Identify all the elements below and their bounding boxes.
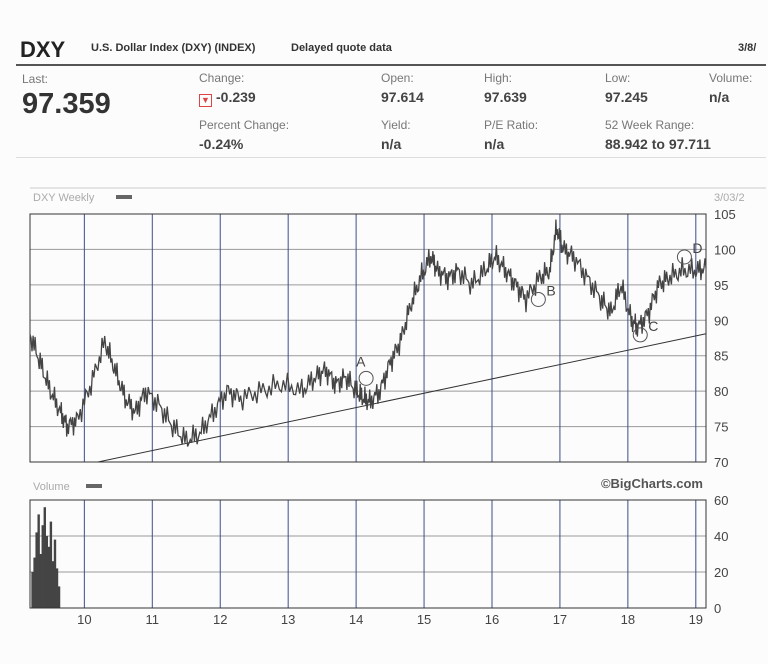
price-gridlines xyxy=(30,213,706,463)
high-value: 97.639 xyxy=(484,89,527,105)
x-tick-label: 18 xyxy=(621,612,635,627)
pe-ratio-value: n/a xyxy=(484,136,505,152)
volume-bar xyxy=(51,561,55,608)
volume-plot-frame xyxy=(29,499,707,609)
change-value-wrap: ▼ -0.239 xyxy=(199,89,256,107)
annotation-label: B xyxy=(546,282,555,298)
low-value: 97.245 xyxy=(605,89,648,105)
x-tick-label: 12 xyxy=(213,612,227,627)
x-tick-label: 13 xyxy=(281,612,295,627)
volume-y-tick-label: 0 xyxy=(714,601,721,616)
price-y-tick-label: 90 xyxy=(714,313,728,328)
x-tick-label: 14 xyxy=(349,612,363,627)
volume-bars xyxy=(31,507,61,608)
volume-y-tick-label: 60 xyxy=(714,493,728,508)
volume-bar xyxy=(33,557,36,608)
chart-title: DXY Weekly xyxy=(33,192,95,204)
down-arrow-icon: ▼ xyxy=(199,94,212,107)
price-y-tick-label: 80 xyxy=(714,384,728,399)
volume-legend-swatch xyxy=(86,484,102,488)
annotation-circle xyxy=(632,327,648,343)
range-value: 88.942 to 97.711 xyxy=(605,136,711,152)
yield-label: Yield: xyxy=(381,118,411,132)
change-value: -0.239 xyxy=(216,89,256,105)
price-y-axis: 70 75 80 85 90 95 100 105 xyxy=(714,207,736,470)
volume-bar xyxy=(47,546,51,608)
volume-label: Volume: xyxy=(709,71,753,85)
yield-value: n/a xyxy=(381,136,402,152)
annotations: A B C D xyxy=(356,240,703,386)
price-y-tick-label: 85 xyxy=(714,349,728,364)
x-tick-label: 17 xyxy=(553,612,567,627)
trendline xyxy=(97,333,707,463)
volume-bar xyxy=(55,568,59,608)
price-y-tick-label: 70 xyxy=(714,455,728,470)
x-tick-label: 19 xyxy=(689,612,703,627)
annotation-label: C xyxy=(648,318,658,334)
x-tick-label: 16 xyxy=(485,612,499,627)
volume-bar xyxy=(53,539,57,608)
low-label: Low: xyxy=(605,71,631,85)
annotation-label: D xyxy=(692,240,702,256)
price-plot-frame xyxy=(29,213,707,463)
annotation-circle xyxy=(676,249,692,265)
high-label: High: xyxy=(484,71,513,85)
change-label: Change: xyxy=(199,71,245,85)
volume-value: n/a xyxy=(709,89,730,105)
last-label: Last: xyxy=(22,72,49,86)
header-divider xyxy=(16,64,766,66)
open-value: 97.614 xyxy=(381,89,424,105)
annotation-circle xyxy=(530,291,546,307)
open-label: Open: xyxy=(381,71,414,85)
volume-bar xyxy=(39,554,42,608)
delayed-note: Delayed quote data xyxy=(291,42,392,54)
volume-bar xyxy=(35,532,38,608)
pe-ratio-label: P/E Ratio: xyxy=(484,118,539,132)
instrument-name: U.S. Dollar Index (DXY) (INDEX) xyxy=(91,42,256,54)
ticker-symbol: DXY xyxy=(20,37,66,62)
percent-change-label: Percent Change: xyxy=(199,118,290,132)
price-series-line xyxy=(29,219,707,447)
price-y-tick-label: 95 xyxy=(714,278,728,293)
volume-bar xyxy=(41,525,44,608)
volume-bar xyxy=(43,507,46,608)
legend-swatch xyxy=(116,195,132,199)
bigcharts-watermark: ©BigCharts.com xyxy=(601,476,703,491)
corner-date: 3/03/2 xyxy=(714,192,745,204)
x-tick-label: 10 xyxy=(77,612,91,627)
volume-bar xyxy=(57,586,61,608)
x-axis: 10 11 12 13 14 15 16 17 18 19 xyxy=(77,612,703,627)
percent-change-value: -0.24% xyxy=(199,136,244,152)
annotation-circle xyxy=(358,370,374,386)
volume-bar xyxy=(37,514,40,608)
x-tick-label: 15 xyxy=(417,612,431,627)
volume-bar xyxy=(45,536,49,608)
volume-gridlines xyxy=(30,499,706,609)
range-label: 52 Week Range: xyxy=(605,118,695,132)
quote-date: 3/8/ xyxy=(738,42,757,54)
volume-bar xyxy=(49,521,53,608)
volume-title: Volume xyxy=(33,481,70,493)
price-y-tick-label: 105 xyxy=(714,207,736,222)
volume-y-axis: 0 20 40 60 xyxy=(714,493,728,616)
x-tick-label: 11 xyxy=(146,612,160,627)
volume-bar xyxy=(31,572,34,608)
price-y-tick-label: 100 xyxy=(714,242,736,257)
volume-y-tick-label: 20 xyxy=(714,565,728,580)
quote-divider xyxy=(16,157,766,158)
annotation-label: A xyxy=(356,353,366,369)
price-y-tick-label: 75 xyxy=(714,420,728,435)
volume-y-tick-label: 40 xyxy=(714,529,728,544)
last-value: 97.359 xyxy=(22,88,111,120)
